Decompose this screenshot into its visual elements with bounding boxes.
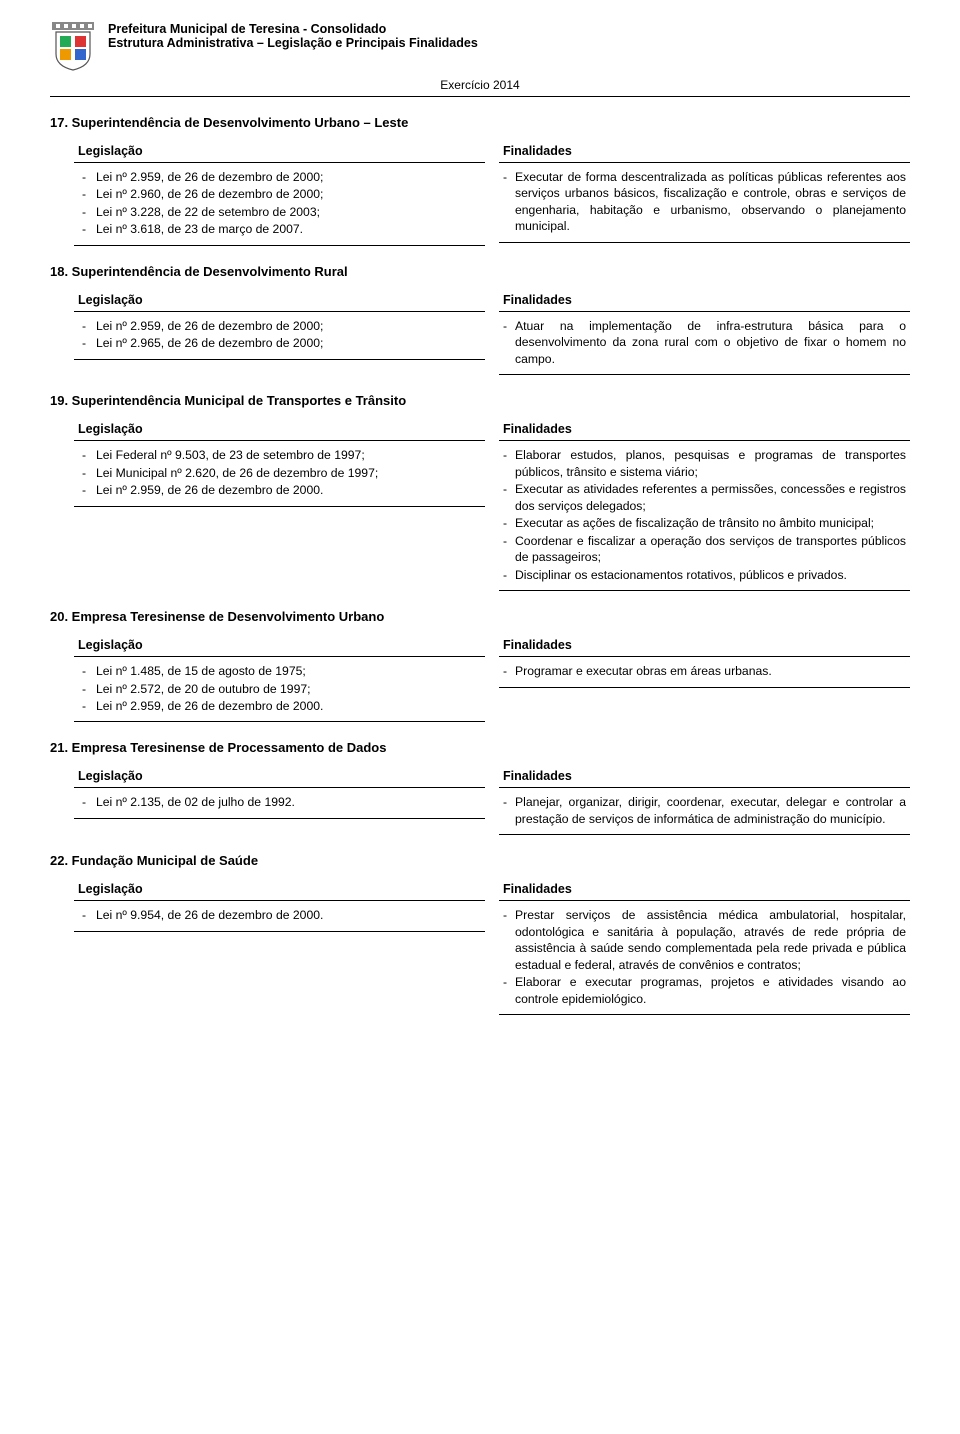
legislacao-body: Lei nº 2.959, de 26 de dezembro de 2000;…	[74, 312, 485, 360]
finalidades-item: Executar as ações de fiscalização de trâ…	[503, 515, 906, 531]
finalidades-header: Finalidades	[499, 140, 910, 163]
section-columns: Legislação Lei Federal nº 9.503, de 23 de…	[50, 418, 910, 591]
finalidades-column: Finalidades Planejar, organizar, dirigir,…	[499, 765, 910, 835]
legislacao-column: Legislação Lei Federal nº 9.503, de 23 de…	[74, 418, 485, 591]
finalidades-body: Programar e executar obras em áreas urba…	[499, 657, 910, 687]
legislacao-column: Legislação Lei nº 9.954, de 26 de dezembr…	[74, 878, 485, 1015]
finalidades-header: Finalidades	[499, 878, 910, 901]
legislacao-column: LegislaçãoLei nº 1.485, de 15 de agosto …	[74, 634, 485, 722]
section-title: 17. Superintendência de Desenvolvimento …	[50, 115, 910, 130]
finalidades-item: Coordenar e fiscalizar a operação dos se…	[503, 533, 906, 566]
legislacao-item: Lei Municipal nº 2.620, de 26 de dezembr…	[78, 465, 481, 481]
finalidades-item: Elaborar estudos, planos, pesquisas e pr…	[503, 447, 906, 480]
legislacao-item: Lei nº 2.959, de 26 de dezembro de 2000.	[78, 698, 481, 714]
legislacao-item: Lei nº 3.228, de 22 de setembro de 2003;	[78, 204, 481, 220]
sections-container: 17. Superintendência de Desenvolvimento …	[50, 115, 910, 1015]
legislacao-item: Lei nº 2.135, de 02 de julho de 1992.	[78, 794, 481, 810]
finalidades-header: Finalidades	[499, 634, 910, 657]
org-name: Prefeitura Municipal de Teresina - Conso…	[108, 22, 478, 36]
legislacao-header: Legislação	[74, 418, 485, 441]
legislacao-body: Lei nº 2.959, de 26 de dezembro de 2000;…	[74, 163, 485, 246]
legislacao-item: Lei Federal nº 9.503, de 23 de setembro …	[78, 447, 481, 463]
finalidades-body: Planejar, organizar, dirigir, coordenar,…	[499, 788, 910, 835]
legislacao-item: Lei nº 2.959, de 26 de dezembro de 2000;	[78, 169, 481, 185]
finalidades-body: Atuar na implementação de infra-estrutur…	[499, 312, 910, 375]
finalidades-body: Executar de forma descentralizada as pol…	[499, 163, 910, 243]
finalidades-body: Prestar serviços de assistência médica a…	[499, 901, 910, 1015]
finalidades-item: Programar e executar obras em áreas urba…	[503, 663, 906, 679]
legislacao-header: Legislação	[74, 765, 485, 788]
legislacao-body: Lei nº 2.135, de 02 de julho de 1992.	[74, 788, 485, 818]
section-columns: Legislação Lei nº 2.135, de 02 de julho d…	[50, 765, 910, 835]
exercise-year: Exercício 2014	[50, 78, 910, 92]
finalidades-item: Executar de forma descentralizada as pol…	[503, 169, 906, 235]
finalidades-header: Finalidades	[499, 765, 910, 788]
legislacao-header: Legislação	[74, 140, 485, 163]
header-text: Prefeitura Municipal de Teresina - Conso…	[108, 20, 478, 50]
legislacao-item: Lei nº 2.572, de 20 de outubro de 1997;	[78, 681, 481, 697]
legislacao-item: Lei nº 2.959, de 26 de dezembro de 2000.	[78, 482, 481, 498]
page-header: Prefeitura Municipal de Teresina - Conso…	[50, 20, 910, 72]
legislacao-item: Lei nº 3.618, de 23 de março de 2007.	[78, 221, 481, 237]
legislacao-column: Legislação Lei nº 2.135, de 02 de julho d…	[74, 765, 485, 835]
finalidades-item: Disciplinar os estacionamentos rotativos…	[503, 567, 906, 583]
finalidades-item: Elaborar e executar programas, projetos …	[503, 974, 906, 1007]
finalidades-item: Planejar, organizar, dirigir, coordenar,…	[503, 794, 906, 827]
legislacao-column: LegislaçãoLei nº 2.959, de 26 de dezembr…	[74, 140, 485, 246]
finalidades-body: Elaborar estudos, planos, pesquisas e pr…	[499, 441, 910, 591]
legislacao-item: Lei nº 9.954, de 26 de dezembro de 2000.	[78, 907, 481, 923]
legislacao-header: Legislação	[74, 878, 485, 901]
legislacao-header: Legislação	[74, 289, 485, 312]
section-title: 18. Superintendência de Desenvolvimento …	[50, 264, 910, 279]
section-title: 21. Empresa Teresinense de Processamento…	[50, 740, 910, 755]
finalidades-column: Finalidades Executar de forma descentrali…	[499, 140, 910, 246]
legislacao-body: Lei Federal nº 9.503, de 23 de setembro …	[74, 441, 485, 506]
legislacao-body: Lei nº 9.954, de 26 de dezembro de 2000.	[74, 901, 485, 931]
finalidades-column: Finalidades Programar e executar obras em…	[499, 634, 910, 722]
legislacao-item: Lei nº 2.965, de 26 de dezembro de 2000;	[78, 335, 481, 351]
crest-icon	[50, 20, 96, 72]
header-rule	[50, 96, 910, 97]
finalidades-column: Finalidades Elaborar estudos, planos, pes…	[499, 418, 910, 591]
section-columns: LegislaçãoLei nº 2.959, de 26 de dezembr…	[50, 289, 910, 375]
section-columns: LegislaçãoLei nº 1.485, de 15 de agosto …	[50, 634, 910, 722]
finalidades-header: Finalidades	[499, 289, 910, 312]
legislacao-header: Legislação	[74, 634, 485, 657]
section-columns: LegislaçãoLei nº 2.959, de 26 de dezembr…	[50, 140, 910, 246]
legislacao-column: LegislaçãoLei nº 2.959, de 26 de dezembr…	[74, 289, 485, 375]
finalidades-column: Finalidades Prestar serviços de assistênc…	[499, 878, 910, 1015]
legislacao-item: Lei nº 2.959, de 26 de dezembro de 2000;	[78, 318, 481, 334]
doc-title: Estrutura Administrativa – Legislação e …	[108, 36, 478, 50]
finalidades-column: Finalidades Atuar na implementação de inf…	[499, 289, 910, 375]
finalidades-item: Executar as atividades referentes a perm…	[503, 481, 906, 514]
finalidades-header: Finalidades	[499, 418, 910, 441]
section-title: 20. Empresa Teresinense de Desenvolvimen…	[50, 609, 910, 624]
section-columns: Legislação Lei nº 9.954, de 26 de dezembr…	[50, 878, 910, 1015]
section-title: 19. Superintendência Municipal de Transp…	[50, 393, 910, 408]
legislacao-item: Lei nº 1.485, de 15 de agosto de 1975;	[78, 663, 481, 679]
finalidades-item: Atuar na implementação de infra-estrutur…	[503, 318, 906, 367]
legislacao-body: Lei nº 1.485, de 15 de agosto de 1975; Le…	[74, 657, 485, 722]
finalidades-item: Prestar serviços de assistência médica a…	[503, 907, 906, 973]
section-title: 22. Fundação Municipal de Saúde	[50, 853, 910, 868]
legislacao-item: Lei nº 2.960, de 26 de dezembro de 2000;	[78, 186, 481, 202]
